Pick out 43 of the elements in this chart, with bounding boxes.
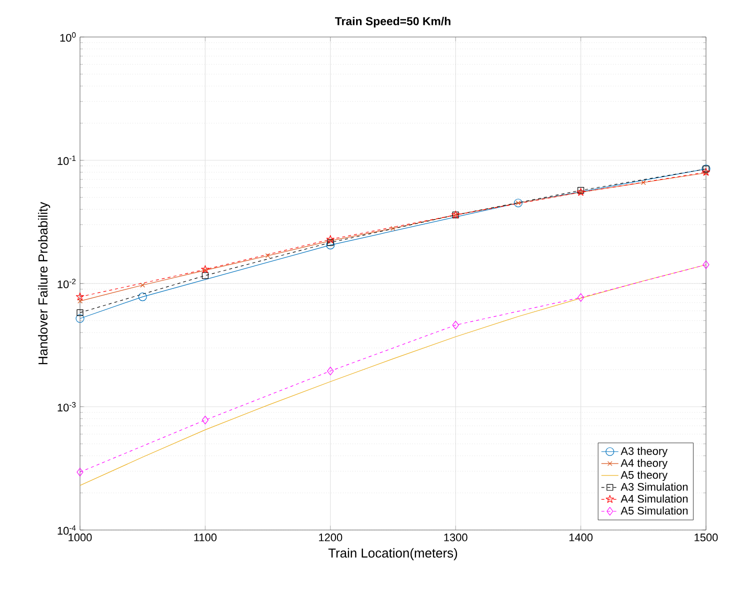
point [452,320,459,330]
point [138,292,147,302]
x-tick-label: 1200 [319,534,342,542]
point [390,226,396,231]
point [202,272,208,279]
point [327,366,334,376]
legend-label: A3 theory [620,446,668,458]
point [326,235,334,243]
point [578,293,584,302]
y-tick-label: 10$^{0}$ [60,32,76,42]
legend-label: A5 Simulation [620,506,688,515]
x-tick-label: 1100 [194,534,217,542]
x-tick-label: 1500 [694,534,718,542]
legend-label: A4 theory [620,458,668,470]
chart-title: Train Speed=50 Km/h [335,16,450,28]
legend-label: A3 Simulation [620,482,688,491]
x-tick-label: 1400 [569,534,593,542]
point [140,282,146,288]
point [265,253,270,258]
point [76,292,84,300]
y-tick-label: 10$^{-1}$ [58,156,76,165]
point [702,168,710,176]
point [78,298,82,304]
point [76,314,84,323]
y-tick-label: 10$^{-3}$ [58,402,76,412]
point [326,240,335,250]
point [201,265,210,273]
point [328,238,333,244]
point [76,468,84,476]
x-tick-label: 1000 [68,534,92,542]
point [76,309,84,316]
point [704,170,708,176]
x-axis-title: Train Location(meters) [328,548,458,560]
legend-label: A4 Simulation [620,494,688,503]
y-tick-label: 10$^{-2}$ [58,278,76,288]
y-axis-title: Handover Failure Probability [38,202,50,364]
point [702,260,710,270]
point [327,239,334,246]
y-tick-label: 10$^{-4}$ [58,525,76,535]
legend-label: A5 theory [620,470,668,481]
x-tick-label: 1300 [444,534,468,542]
point [202,416,208,424]
point [640,180,646,185]
